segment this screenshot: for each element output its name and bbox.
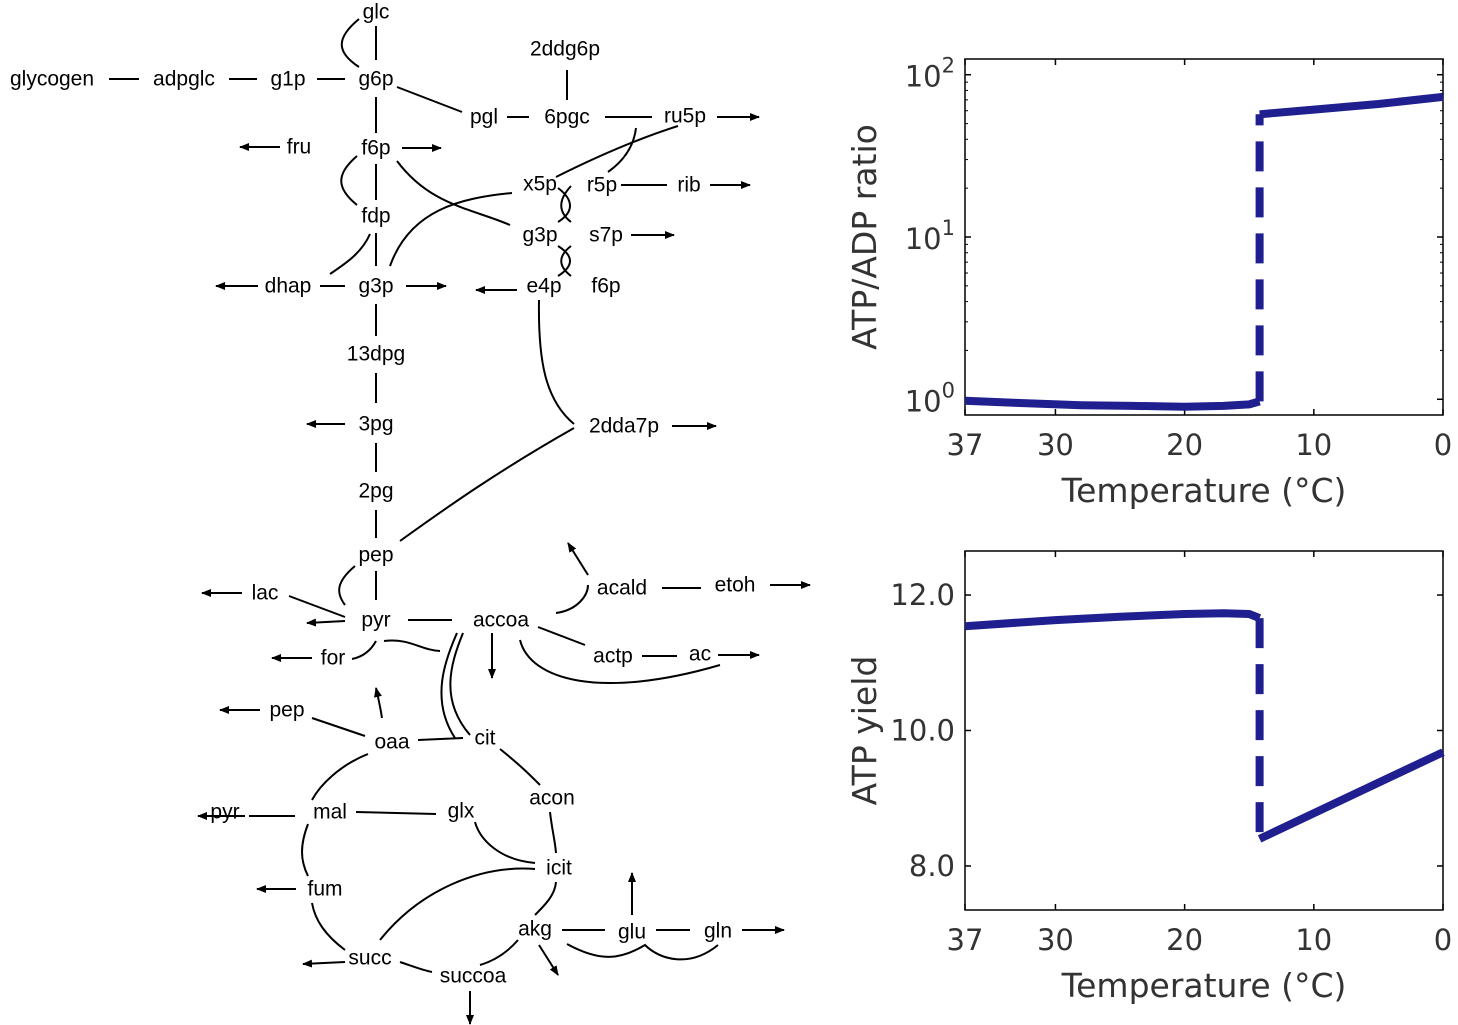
y-tick-exponent: 0 [942,378,955,402]
node-akg: akg [518,918,552,941]
node-pgl: pgl [470,106,498,129]
network-nodes: glc glycogen adpglc g1p g6p 2ddg6p pgl 6pgc ru5p… [10,1,755,988]
x-tick-label: 37 [947,428,984,462]
node-dhap: dhap [265,275,312,298]
node-2dda7p: 2dda7p [589,415,659,438]
node-6pgc: 6pgc [544,106,590,129]
node-succoa: succoa [440,965,507,988]
x-tick-label: 37 [947,923,984,957]
node-f6p_ppp: f6p [591,275,620,298]
node-f6p: f6p [361,137,390,160]
node-succ: succ [348,947,391,970]
x-axis-label: Temperature (°C) [1061,471,1347,510]
node-cit: cit [475,727,496,750]
node-ru5p: ru5p [664,105,706,128]
y-tick-label: 102 [905,54,955,94]
y-tick-label: 101 [905,216,955,256]
node-icit: icit [546,857,572,880]
node-lac: lac [252,582,279,605]
series-line-solid [964,396,1261,411]
node-acald: acald [597,577,647,600]
node-pyr_tca: pyr [210,801,239,824]
x-tick-label: 30 [1037,428,1074,462]
node-glu: glu [618,921,646,944]
y-tick-base: 10 [905,384,942,418]
y-tick-label: 12.0 [890,578,955,612]
y-axis-label: ATP yield [845,656,884,806]
node-s7p: s7p [589,224,623,247]
network-edges [109,18,811,1025]
metabolic-network: glc glycogen adpglc g1p g6p 2ddg6p pgl 6pgc ru5p… [10,1,811,1025]
x-tick-label: 20 [1166,923,1203,957]
node-adpglc: adpglc [153,68,215,91]
x-tick-label: 30 [1037,923,1074,957]
y-tick-base: 10 [905,222,942,256]
node-accoa: accoa [473,609,529,632]
node-mal: mal [313,801,347,824]
node-pyr: pyr [361,609,390,632]
node-2pg: 2pg [358,480,393,503]
node-g1p: g1p [270,68,305,91]
node-pep_tca: pep [269,699,304,722]
node-3pg: 3pg [358,413,393,436]
node-g3p: g3p [358,275,393,298]
node-g3p_ppp: g3p [522,224,557,247]
node-e4p: e4p [526,275,561,298]
y-tick-base: 10 [905,60,942,94]
x-tick-label: 10 [1295,923,1332,957]
y-axis-label: ATP/ADP ratio [845,124,884,350]
y-tick-exponent: 1 [942,216,955,240]
series-line-solid [964,609,1262,631]
node-glc: glc [363,1,390,24]
x-tick-label: 0 [1434,923,1452,957]
x-tick-label: 20 [1166,428,1203,462]
node-fdp: fdp [361,205,390,228]
node-glx: glx [448,800,475,823]
node-2ddg6p: 2ddg6p [530,38,600,61]
node-13dpg: 13dpg [347,343,405,366]
node-x5p: x5p [523,173,557,196]
node-gln: gln [704,920,732,943]
node-rib: rib [677,174,700,197]
node-for: for [321,647,346,670]
y-tick-exponent: 2 [942,54,955,78]
node-etoh: etoh [715,574,756,597]
node-oaa: oaa [374,731,409,754]
y-tick-label: 8.0 [909,849,955,883]
node-pep: pep [358,544,393,567]
node-fum: fum [307,878,342,901]
x-tick-label: 10 [1295,428,1332,462]
node-glycogen: glycogen [10,68,94,91]
series-line-solid [1257,748,1445,843]
node-ac: ac [689,643,711,666]
x-axis-label: Temperature (°C) [1061,966,1347,1005]
node-r5p: r5p [587,174,617,197]
y-tick-label: 10.0 [890,714,955,748]
node-fru: fru [287,136,312,159]
node-acon: acon [529,787,575,810]
x-tick-label: 0 [1434,428,1452,462]
series-line-solid [1259,92,1444,119]
node-g6p: g6p [358,68,393,91]
y-tick-label: 100 [905,378,955,418]
plot-frame [964,550,1444,911]
node-actp: actp [593,645,633,668]
